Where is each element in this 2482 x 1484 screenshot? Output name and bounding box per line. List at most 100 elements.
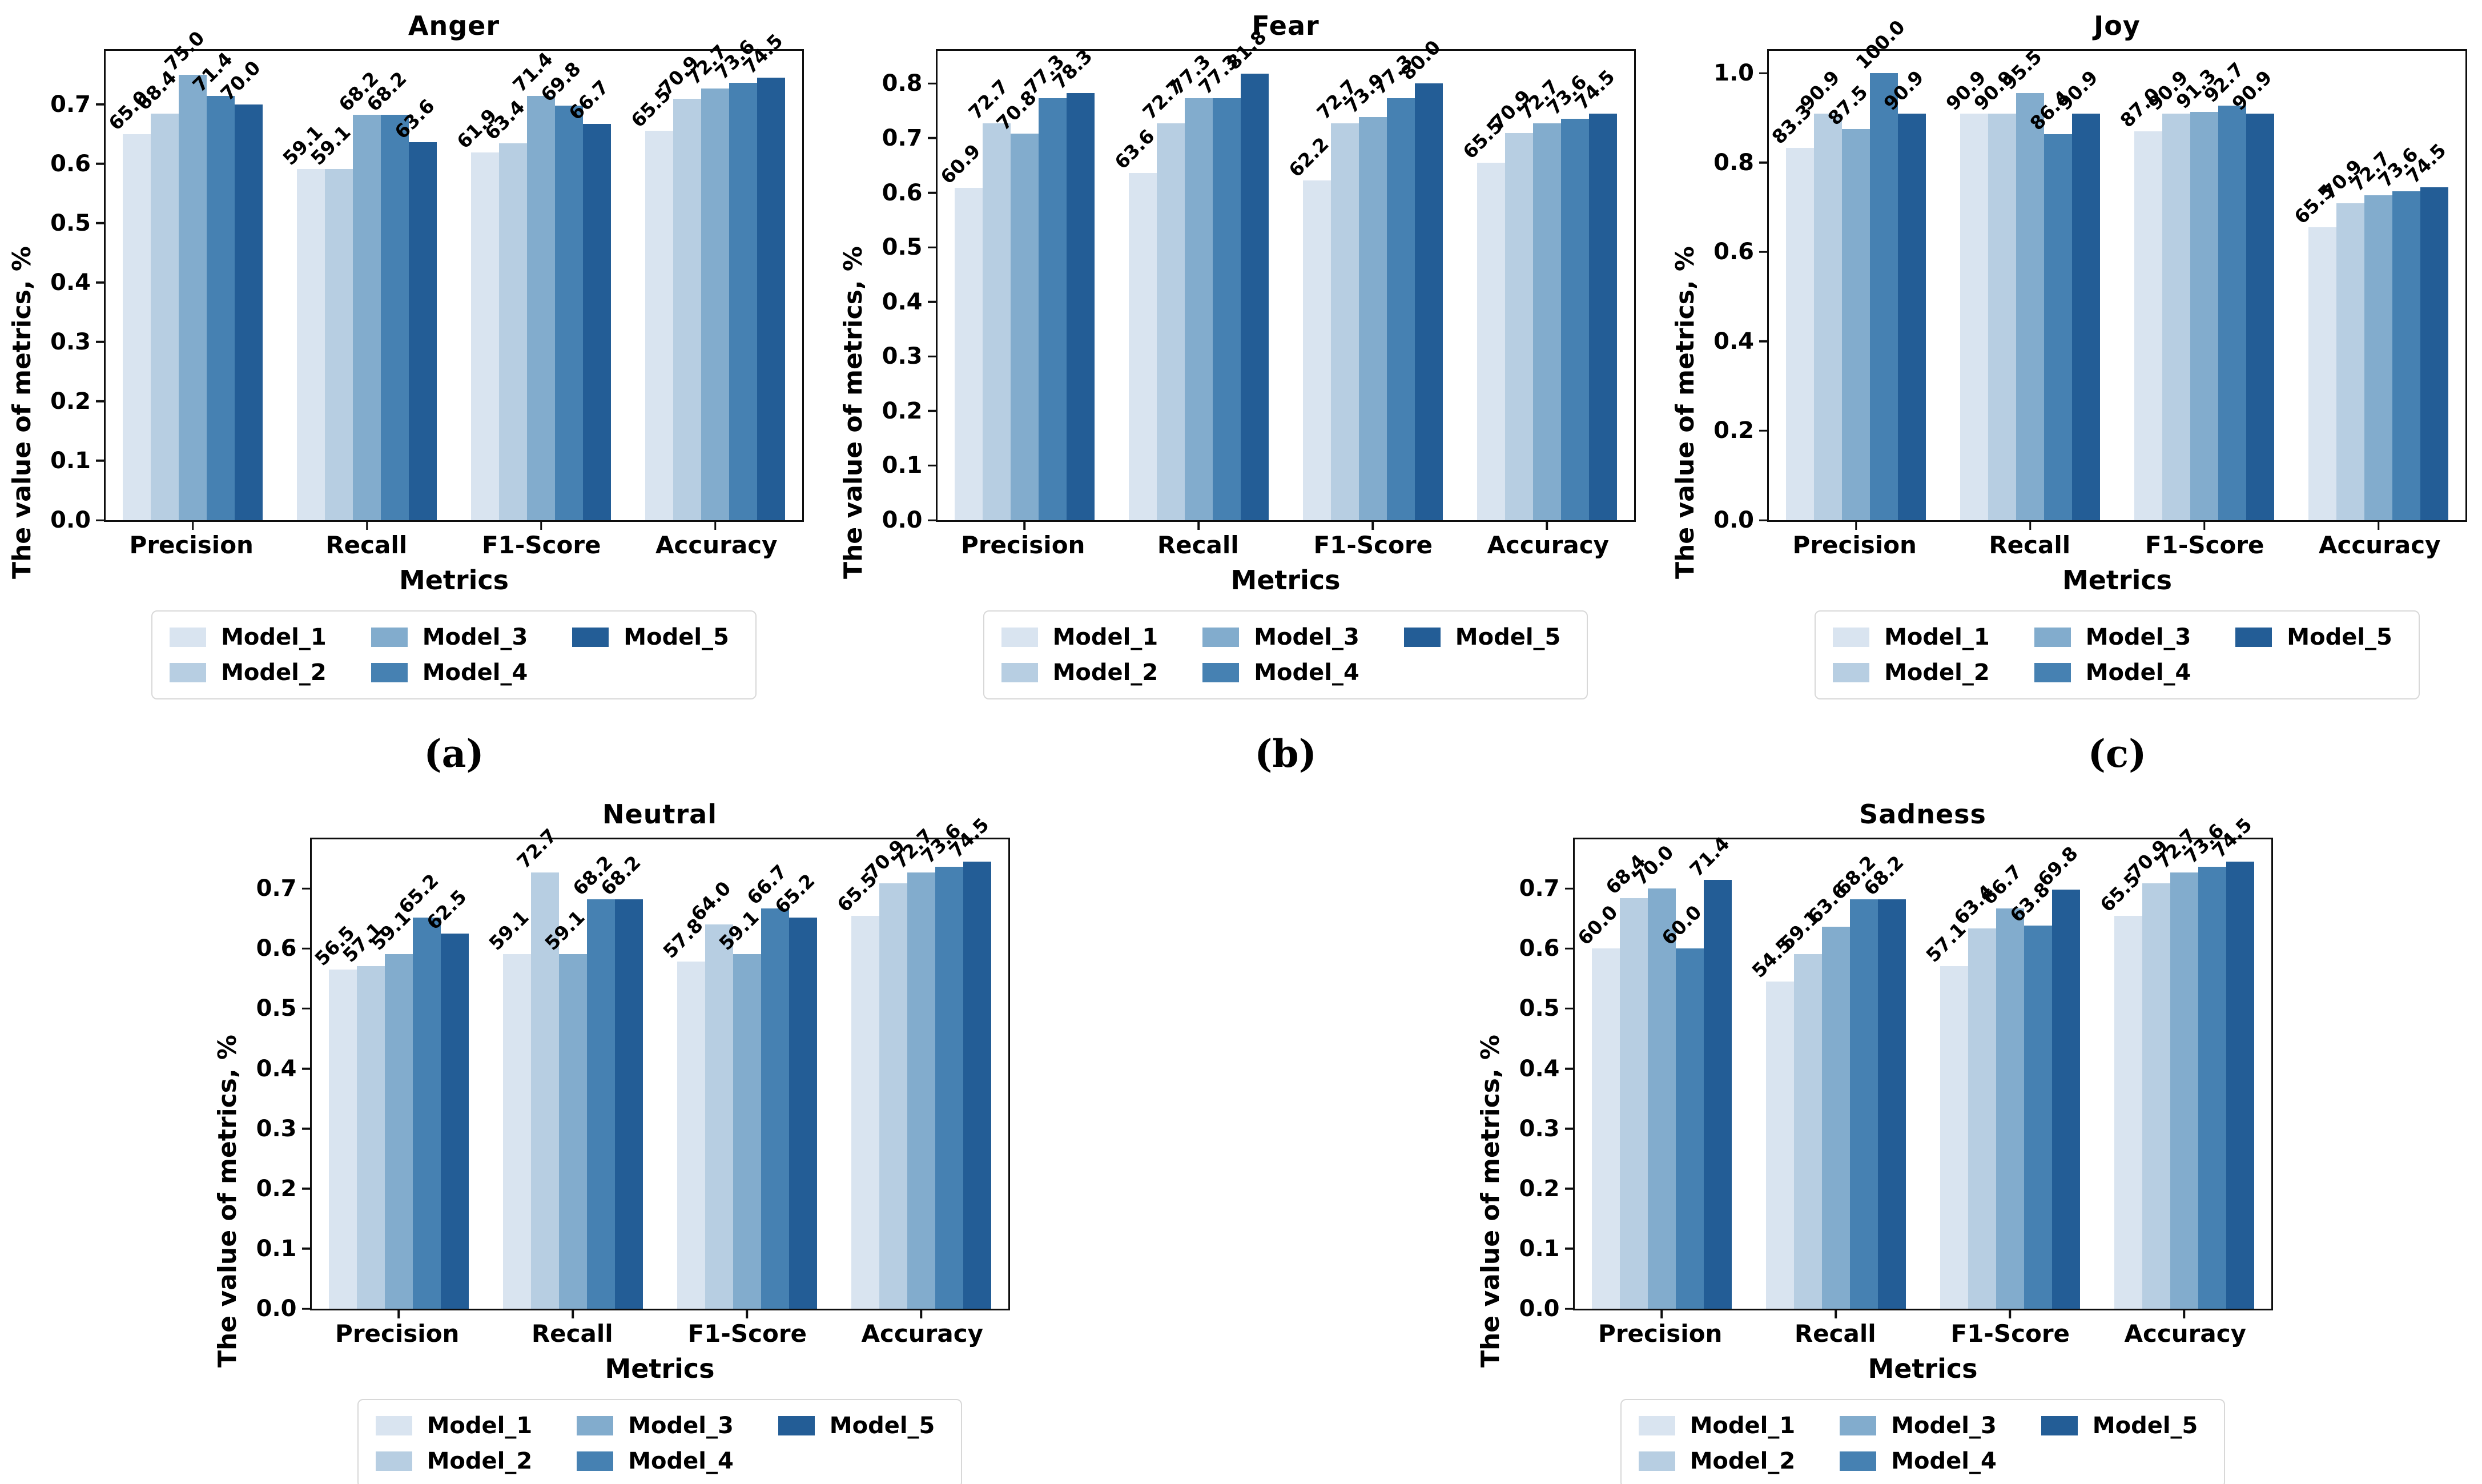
- bar: 70.0: [216, 57, 265, 520]
- x-tick-labels: Precision Recall F1-Score Accuracy: [1767, 531, 2467, 559]
- legend-label: Model_2: [1052, 659, 1158, 686]
- y-tick-label: 0.5: [256, 995, 297, 1022]
- bar: 87.0: [2115, 83, 2165, 520]
- x-tick-mark: [2183, 1310, 2185, 1318]
- bar: 73.6: [2374, 143, 2423, 520]
- legend: Model_1 Model_2 Model_3 Model_4 Model_5: [983, 610, 1588, 699]
- x-tick-labels: Precision Recall F1-Score Accuracy: [1573, 1320, 2273, 1348]
- legend-swatch: [1638, 1416, 1675, 1435]
- x-tick-label-accuracy: Accuracy: [655, 531, 778, 559]
- bar: 72.7: [1312, 75, 1361, 520]
- bar-value-label: 57.1: [1921, 918, 1970, 967]
- bar: 73.6: [916, 819, 965, 1309]
- y-tick-label: 0.3: [50, 328, 91, 355]
- bar: 63.4: [480, 95, 529, 520]
- legend-label: Model_2: [427, 1448, 533, 1474]
- bar-value-label: 60.0: [1572, 900, 1622, 950]
- x-tick-mark: [2009, 1310, 2011, 1318]
- bar-group-f1-score: 87.0 90.9 91.3 92.7 90.9: [2115, 51, 2291, 520]
- bar-group-precision: 60.0 68.4 70.0 60.0 71.4: [1572, 832, 1749, 1309]
- x-tick-label-recall: Recall: [531, 1320, 613, 1348]
- x-tick-label-accuracy: Accuracy: [861, 1320, 984, 1348]
- y-tick-mark: [927, 355, 936, 358]
- legend-swatch: [170, 663, 207, 682]
- bar: 74.5: [944, 814, 993, 1309]
- y-tick-mark: [301, 1188, 310, 1190]
- y-tick-mark: [96, 162, 104, 165]
- y-tick-label: 0.1: [50, 447, 91, 474]
- legend-swatch: [1202, 628, 1240, 647]
- bar: 70.9: [2318, 155, 2367, 520]
- x-tick-mark: [397, 1310, 400, 1318]
- legend-item-model_3: Model_3: [2034, 624, 2191, 650]
- bar: 59.1: [540, 906, 589, 1309]
- y-tick-mark: [927, 191, 936, 194]
- x-tick-mark: [1546, 522, 1548, 530]
- plot-wrap: 0.0 0.2 0.4 0.6 0.8 1.0 83.3 90.9 87.5 100.0 90.9 9…: [1713, 16, 2467, 776]
- bar: 86.4: [2025, 86, 2074, 520]
- y-tick-mark: [301, 887, 310, 890]
- bar: 57.8: [658, 914, 707, 1309]
- legend-item-model_1: Model_1: [1833, 624, 1990, 650]
- x-tick-mark: [1855, 522, 1857, 530]
- legend-swatch: [2041, 1416, 2078, 1435]
- x-tick-mark: [1371, 522, 1374, 530]
- bar: 90.9: [2053, 66, 2102, 520]
- y-tick-label: 0.4: [256, 1055, 297, 1082]
- bar: 65.5: [1458, 115, 1507, 520]
- x-tick-label-recall: Recall: [1794, 1320, 1876, 1348]
- y-tick-label: 0.6: [882, 179, 923, 206]
- bar-value-label: 72.7: [512, 824, 561, 873]
- y-tick-label: 0.6: [50, 150, 91, 177]
- bar: 59.1: [306, 121, 355, 520]
- x-tick-mark: [2377, 522, 2380, 530]
- y-tick-label: 0.0: [1519, 1296, 1560, 1322]
- bar: 59.1: [278, 121, 327, 520]
- legend-item-model_3: Model_3: [1202, 624, 1359, 650]
- y-tick-mark: [1564, 1188, 1573, 1190]
- chart-d: Neutral The value of metrics, % 0.0 0.1 0.2 0…: [210, 799, 1010, 1484]
- bar: 90.9: [1795, 66, 1844, 520]
- x-tick-label-recall: Recall: [325, 531, 408, 559]
- y-tick-mark: [1759, 251, 1767, 254]
- bar: 71.4: [508, 48, 557, 520]
- y-tick-label: 0.1: [882, 452, 923, 479]
- bar: 63.6: [1110, 125, 1158, 520]
- y-tick-mark: [927, 82, 936, 85]
- x-tick-label-precision: Precision: [129, 531, 254, 559]
- plot-wrap: 0.0 0.1 0.2 0.3 0.4 0.5 0.6 0.7 56.5 57.1 59.1 65.2…: [256, 814, 1010, 1484]
- bar-group-f1-score: 57.8 64.0 59.1 66.7 65.2: [658, 839, 834, 1309]
- y-tick-label: 0.2: [882, 397, 923, 424]
- y-axis-label-column: The value of metrics, %: [1473, 838, 1509, 1484]
- bar: 72.7: [2151, 825, 2200, 1309]
- bar: 72.7: [512, 825, 561, 1309]
- y-tick-label: 0.4: [1713, 328, 1754, 355]
- legend-item-model_5: Model_5: [1403, 624, 1560, 650]
- chart-body: The value of metrics, % 0.0 0.1 0.2 0.3 0.4 0.…: [210, 814, 1010, 1484]
- x-tick-label-f1-score: F1-Score: [687, 1320, 807, 1348]
- bar: 65.0: [104, 86, 153, 520]
- bar: 72.7: [964, 75, 1012, 520]
- bar: 60.9: [936, 140, 984, 520]
- y-axis-label-column: The value of metrics, %: [210, 838, 246, 1484]
- bar-value-label: 70.0: [1628, 840, 1678, 890]
- legend-label: Model_5: [829, 1413, 935, 1439]
- y-tick-label: 0.0: [882, 507, 923, 533]
- chart-title: Joy: [2094, 10, 2141, 41]
- chart-b: Fear The value of metrics, % 0.0 0.1 0.2 0.3 0…: [835, 10, 1636, 776]
- bar: 77.3: [1194, 50, 1242, 520]
- legend-item-model_5: Model_5: [2235, 624, 2392, 650]
- legend-label: Model_4: [628, 1448, 734, 1474]
- y-tick-mark: [301, 1308, 310, 1310]
- bar-value-label: 64.0: [686, 876, 735, 926]
- bar: 59.1: [484, 906, 533, 1309]
- legend-swatch: [1001, 628, 1038, 647]
- bar: 61.9: [452, 104, 501, 520]
- x-tick-label-f1-score: F1-Score: [2145, 531, 2264, 559]
- bar: 72.7: [1138, 75, 1186, 520]
- y-tick-label: 0.2: [1519, 1175, 1560, 1202]
- y-tick-label: 0.3: [882, 343, 923, 370]
- bar-group-precision: 83.3 90.9 87.5 100.0 90.9: [1767, 16, 1943, 520]
- bar: 83.3: [1767, 100, 1816, 520]
- y-tick-label: 0.8: [1713, 149, 1754, 176]
